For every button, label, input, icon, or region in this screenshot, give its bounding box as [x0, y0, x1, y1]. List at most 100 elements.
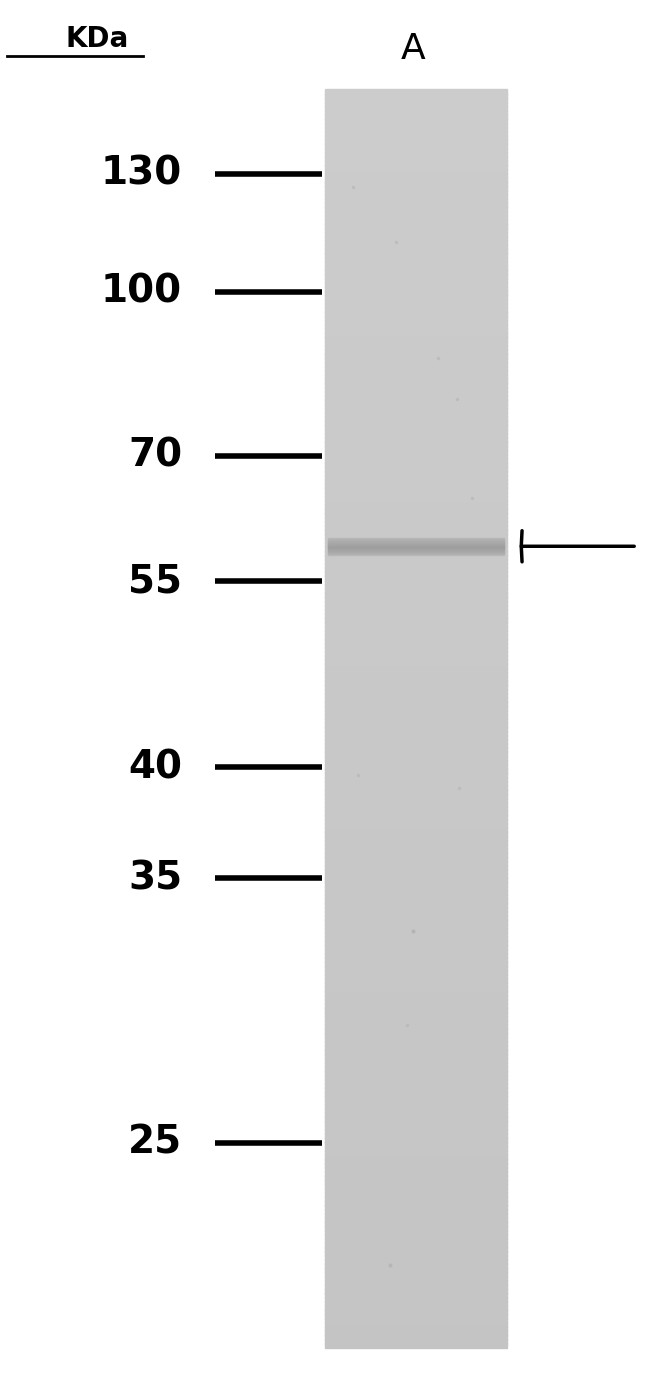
- Bar: [325, 935, 507, 941]
- Bar: [325, 152, 507, 157]
- Bar: [325, 424, 507, 430]
- Bar: [325, 1037, 507, 1042]
- Bar: [325, 206, 507, 211]
- Bar: [325, 760, 507, 766]
- Bar: [325, 97, 507, 103]
- Bar: [325, 1070, 507, 1076]
- Bar: [325, 588, 507, 594]
- Bar: [325, 1280, 507, 1286]
- Bar: [325, 676, 507, 681]
- Bar: [325, 960, 507, 966]
- Bar: [325, 484, 507, 489]
- Bar: [325, 291, 507, 296]
- Bar: [325, 1145, 507, 1151]
- Bar: [325, 197, 507, 203]
- Bar: [325, 475, 507, 481]
- Bar: [325, 1104, 507, 1109]
- Bar: [325, 1195, 507, 1201]
- Bar: [325, 378, 507, 384]
- Bar: [325, 1247, 507, 1252]
- Bar: [325, 353, 507, 359]
- Bar: [325, 894, 507, 899]
- Bar: [325, 717, 507, 724]
- Bar: [325, 411, 507, 417]
- Bar: [325, 906, 507, 912]
- Bar: [325, 253, 507, 259]
- Bar: [325, 1087, 507, 1093]
- Bar: [325, 844, 507, 849]
- Bar: [325, 910, 507, 916]
- Bar: [325, 1216, 507, 1223]
- Bar: [325, 1326, 507, 1332]
- Bar: [325, 785, 507, 791]
- Bar: [325, 461, 507, 468]
- Bar: [325, 1339, 507, 1344]
- Bar: [325, 869, 507, 874]
- Bar: [325, 1297, 507, 1302]
- Bar: [325, 923, 507, 929]
- Bar: [325, 731, 507, 737]
- Bar: [325, 542, 507, 548]
- Bar: [325, 979, 507, 984]
- Bar: [325, 1187, 507, 1193]
- Bar: [325, 1276, 507, 1282]
- Text: A: A: [400, 32, 425, 65]
- Bar: [325, 1208, 507, 1213]
- Bar: [325, 1024, 507, 1030]
- Bar: [325, 1120, 507, 1126]
- Bar: [325, 135, 507, 140]
- Bar: [325, 1330, 507, 1336]
- Bar: [325, 328, 507, 334]
- Bar: [325, 1012, 507, 1017]
- Bar: [325, 877, 507, 883]
- Bar: [325, 802, 507, 808]
- Bar: [325, 416, 507, 421]
- Bar: [325, 688, 507, 694]
- Bar: [325, 567, 507, 573]
- Bar: [325, 626, 507, 631]
- Bar: [325, 596, 507, 602]
- Bar: [325, 621, 507, 627]
- Bar: [325, 1125, 507, 1130]
- Bar: [325, 617, 507, 623]
- Bar: [325, 752, 507, 758]
- Bar: [325, 885, 507, 891]
- Bar: [325, 1095, 507, 1101]
- Bar: [325, 274, 507, 279]
- Bar: [325, 940, 507, 945]
- Bar: [325, 1200, 507, 1205]
- Bar: [325, 114, 507, 120]
- Bar: [325, 769, 507, 774]
- Bar: [325, 723, 507, 728]
- Bar: [325, 386, 507, 392]
- Bar: [325, 815, 507, 820]
- Bar: [325, 680, 507, 685]
- Bar: [325, 794, 507, 799]
- Bar: [325, 1334, 507, 1340]
- Bar: [325, 278, 507, 284]
- Text: 70: 70: [128, 436, 182, 475]
- Bar: [325, 965, 507, 972]
- Bar: [325, 944, 507, 949]
- Bar: [325, 168, 507, 174]
- Bar: [325, 580, 507, 585]
- Bar: [325, 1170, 507, 1176]
- Bar: [325, 952, 507, 958]
- Bar: [325, 1108, 507, 1113]
- Bar: [325, 974, 507, 980]
- Bar: [325, 286, 507, 292]
- Bar: [325, 1204, 507, 1209]
- Bar: [325, 457, 507, 463]
- Bar: [325, 765, 507, 770]
- Bar: [325, 748, 507, 753]
- Bar: [325, 806, 507, 812]
- Bar: [325, 609, 507, 614]
- Bar: [325, 956, 507, 962]
- Bar: [325, 505, 507, 510]
- Bar: [325, 1154, 507, 1159]
- Bar: [325, 228, 507, 234]
- Text: 100: 100: [101, 272, 182, 311]
- Bar: [325, 756, 507, 762]
- Bar: [325, 1234, 507, 1240]
- Bar: [325, 1116, 507, 1122]
